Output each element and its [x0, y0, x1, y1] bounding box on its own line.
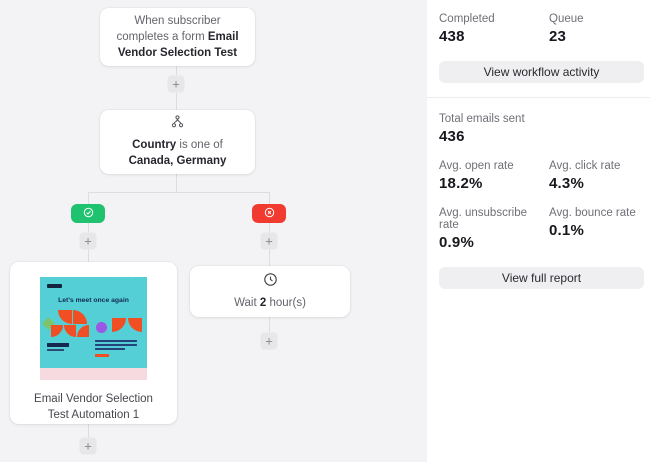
template-shape-tile [64, 325, 76, 337]
email-stats-section: Total emails sent 436 Avg. open rate 18.… [427, 112, 650, 289]
avg-open-rate-label: Avg. open rate [439, 160, 514, 172]
add-step-button[interactable]: + [79, 232, 97, 250]
queue-stat: Queue 23 [549, 13, 644, 45]
avg-unsubscribe-rate-stat: Avg. unsubscribe rate 0.9% [439, 207, 549, 251]
add-step-button[interactable]: + [260, 232, 278, 250]
add-step-button[interactable]: + [260, 332, 278, 350]
template-text-bar [47, 349, 64, 351]
clock-icon [263, 272, 278, 292]
avg-click-rate-stat: Avg. click rate 4.3% [549, 160, 644, 192]
wait-node[interactable]: Wait 2 hour(s) [190, 266, 350, 317]
cross-circle-icon [264, 205, 275, 223]
avg-unsubscribe-rate-label: Avg. unsubscribe rate [439, 207, 528, 231]
template-shape-tile [77, 325, 89, 337]
template-shape-tile [58, 310, 72, 324]
queue-value: 23 [549, 28, 567, 45]
total-emails-sent-value: 436 [439, 128, 465, 145]
connector-line [88, 192, 270, 193]
split-branch-icon [170, 114, 185, 133]
trigger-text: When subscriber completes a form Email V… [116, 14, 239, 60]
template-shape-tile [51, 325, 63, 337]
view-full-report-button[interactable]: View full report [439, 267, 644, 289]
connector-line [176, 174, 177, 192]
completed-label: Completed [439, 13, 495, 25]
total-emails-sent-stat: Total emails sent 436 [439, 113, 644, 145]
connector-line [269, 317, 270, 341]
avg-open-rate-stat: Avg. open rate 18.2% [439, 160, 549, 192]
template-shape-circle [96, 322, 107, 333]
template-topbar: View in browser [40, 268, 147, 281]
template-footer [40, 368, 147, 380]
template-text-bar [95, 344, 137, 346]
template-logo [47, 284, 62, 288]
connector-line [88, 424, 89, 446]
condition-node[interactable]: Country is one of Canada, Germany [100, 110, 255, 174]
avg-open-rate-value: 18.2% [439, 175, 483, 192]
template-text-bar [47, 343, 69, 347]
workflow-canvas: When subscriber completes a form Email V… [0, 0, 427, 462]
workflow-summary-section: Completed 438 Queue 23 View workflow act… [427, 0, 650, 83]
completed-value: 438 [439, 28, 465, 45]
add-step-button[interactable]: + [79, 437, 97, 455]
avg-click-rate-value: 4.3% [549, 175, 584, 192]
stats-sidebar: Completed 438 Queue 23 View workflow act… [427, 0, 650, 462]
trigger-node[interactable]: When subscriber completes a form Email V… [100, 8, 255, 66]
email-template-thumbnail: View in browser Let's meet once again [40, 268, 147, 380]
wait-text: Wait 2 hour(s) [234, 297, 306, 309]
check-circle-icon [83, 205, 94, 223]
avg-unsubscribe-rate-value: 0.9% [439, 234, 474, 251]
template-shape-tile [128, 318, 142, 332]
add-step-button[interactable]: + [167, 75, 185, 93]
template-text-bar [95, 348, 125, 350]
template-shape-tile [73, 310, 87, 324]
email-node[interactable]: View in browser Let's meet once again [10, 262, 177, 424]
total-emails-sent-label: Total emails sent [439, 113, 525, 125]
avg-bounce-rate-stat: Avg. bounce rate 0.1% [549, 207, 644, 251]
avg-bounce-rate-value: 0.1% [549, 222, 584, 239]
template-body: Let's meet once again [40, 277, 147, 368]
sidebar-divider [427, 97, 650, 98]
template-link-bar [95, 354, 109, 357]
template-text-bar [95, 340, 137, 342]
template-shape-tile [112, 318, 126, 332]
yes-branch-badge [71, 204, 105, 223]
template-headline: Let's meet once again [58, 297, 129, 304]
view-workflow-activity-button[interactable]: View workflow activity [439, 61, 644, 83]
avg-bounce-rate-label: Avg. bounce rate [549, 207, 636, 219]
email-node-title: Email Vendor Selection Test Automation 1 [34, 393, 153, 422]
queue-label: Queue [549, 13, 584, 25]
connector-line [88, 192, 89, 262]
condition-text: Country is one of Canada, Germany [128, 138, 227, 168]
avg-click-rate-label: Avg. click rate [549, 160, 621, 172]
connector-line [269, 192, 270, 266]
completed-stat: Completed 438 [439, 13, 549, 45]
no-branch-badge [252, 204, 286, 223]
